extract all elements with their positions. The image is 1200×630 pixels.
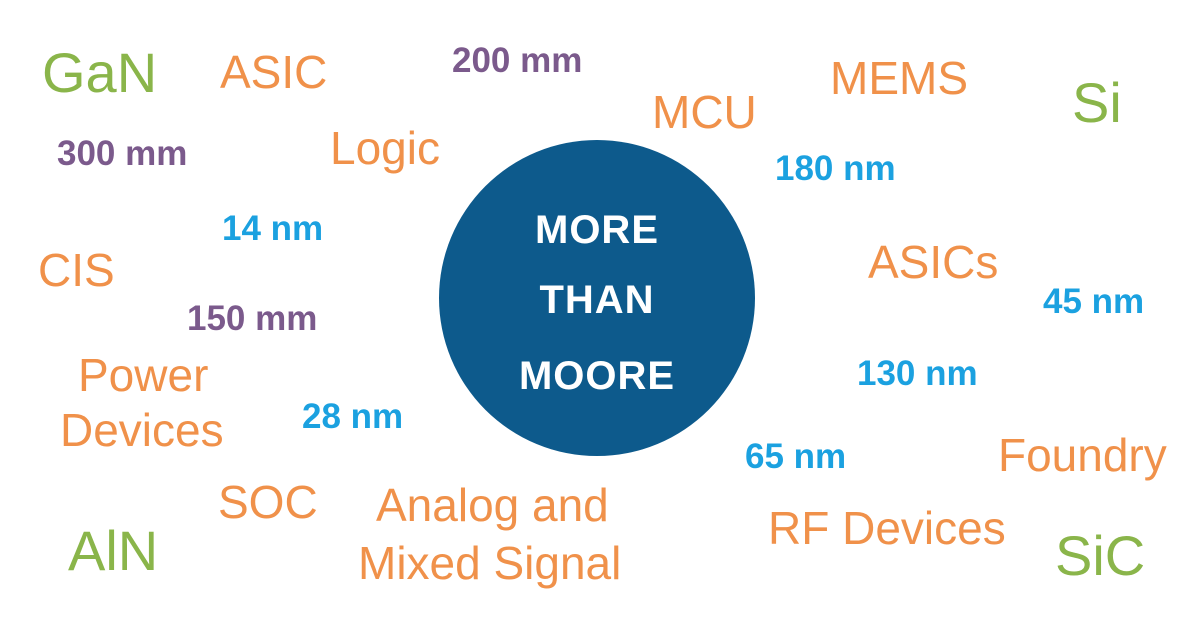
word: 180 nm [775,149,896,188]
word: 200 mm [452,41,582,80]
word: AlN [68,519,158,582]
word: Analog and [376,479,609,531]
word: 14 nm [222,209,323,248]
word: MEMS [830,52,968,104]
word: ASIC [220,46,327,98]
word: SiC [1055,524,1145,587]
word: MCU [652,86,757,138]
word: Foundry [998,429,1167,481]
word: 150 mm [187,299,317,338]
word: Si [1072,71,1122,134]
word: RF Devices [768,502,1006,554]
word: Power [78,349,208,401]
center-circle [439,140,755,456]
word: 28 nm [302,397,403,436]
center-title: MOORE [519,354,675,398]
word: Logic [330,122,440,174]
word: Devices [60,404,224,456]
center-title: THAN [539,278,654,322]
word: 300 mm [57,134,187,173]
word: CIS [38,244,115,296]
center-title: MORE [535,208,659,252]
word: SOC [218,476,318,528]
word: 45 nm [1043,282,1144,321]
word: 65 nm [745,437,846,476]
word: ASICs [868,236,998,288]
word: Mixed Signal [358,537,621,589]
word: GaN [42,41,157,104]
word: 130 nm [857,354,978,393]
